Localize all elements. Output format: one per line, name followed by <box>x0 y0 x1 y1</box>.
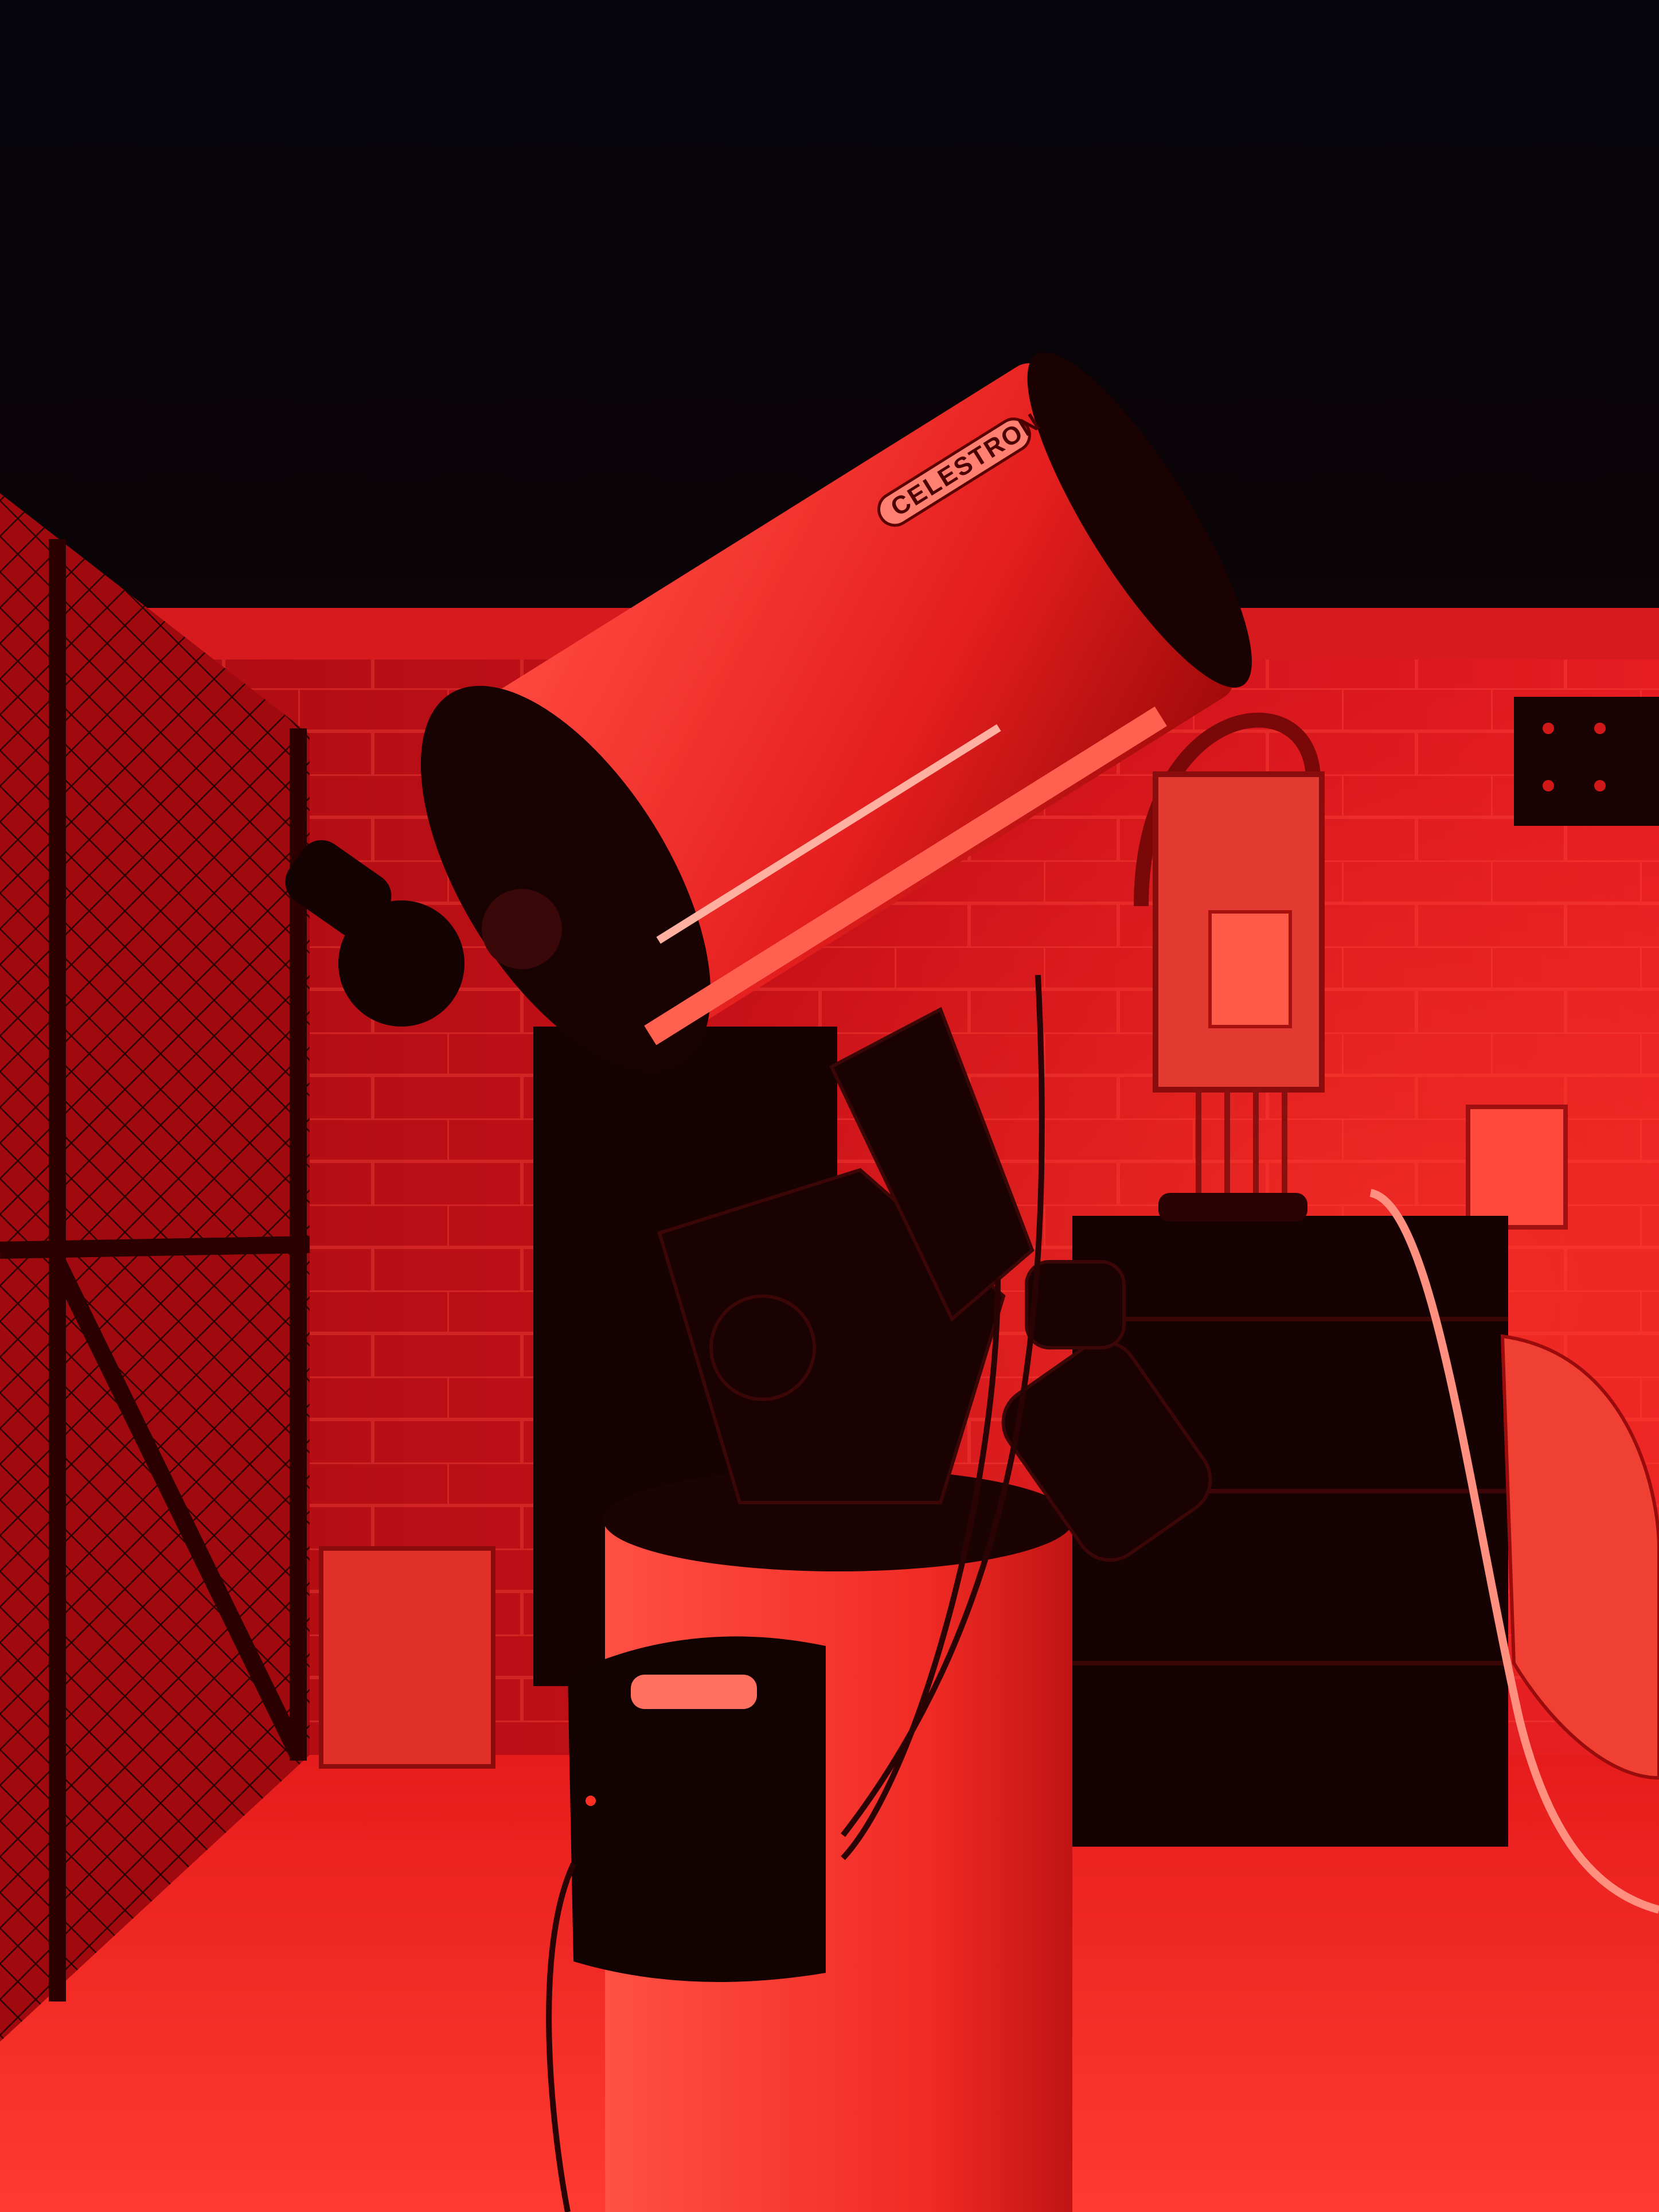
equatorial-mount <box>657 1006 1212 1562</box>
hand-controller-holder <box>568 1636 826 1982</box>
conduit <box>1134 712 1321 907</box>
white-cable <box>1369 1189 1659 1914</box>
wall-device <box>1466 1105 1568 1230</box>
mesh-fence <box>0 493 310 2042</box>
wall-panel <box>1514 697 1659 826</box>
eyepiece-assembly <box>285 840 562 1027</box>
cables <box>546 974 1045 2212</box>
telescope-tube: CELESTRON <box>420 352 1252 1071</box>
cardboard-box <box>319 1546 495 1769</box>
